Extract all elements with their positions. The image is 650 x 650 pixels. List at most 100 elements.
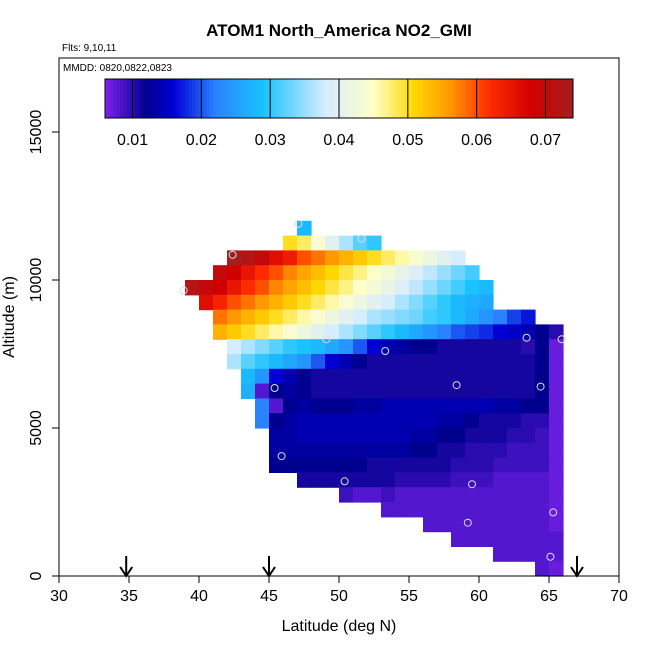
heatmap-cell bbox=[395, 472, 410, 488]
heatmap-cell bbox=[381, 280, 396, 296]
heatmap-cell bbox=[507, 457, 522, 473]
heatmap-cell bbox=[255, 309, 270, 325]
heatmap-cell bbox=[465, 309, 480, 325]
colorbar-segment bbox=[504, 79, 508, 118]
colorbar-segment bbox=[246, 79, 250, 118]
heatmap-cell bbox=[381, 502, 396, 518]
heatmap-cell bbox=[367, 428, 382, 444]
colorbar-segment bbox=[195, 79, 199, 118]
heatmap-cell bbox=[521, 516, 536, 533]
heatmap-cell bbox=[199, 280, 214, 296]
heatmap-cell bbox=[381, 442, 396, 459]
colorbar-segment bbox=[564, 79, 568, 118]
heatmap-cell bbox=[339, 339, 354, 355]
heatmap-cell bbox=[297, 413, 312, 429]
colorbar-segment bbox=[543, 79, 547, 118]
heatmap-cell bbox=[521, 502, 536, 518]
sample-marker bbox=[381, 347, 390, 355]
heatmap-cell bbox=[339, 383, 354, 399]
heatmap-cell bbox=[409, 428, 424, 444]
colorbar-segment bbox=[138, 79, 142, 118]
heatmap-cell bbox=[353, 265, 368, 281]
x-tick-label: 65 bbox=[540, 588, 558, 605]
colorbar-segment bbox=[273, 79, 277, 118]
sample-marker bbox=[322, 335, 331, 344]
heatmap-cell bbox=[381, 413, 396, 429]
heatmap-cell bbox=[507, 531, 522, 547]
heatmap-cell bbox=[521, 472, 536, 488]
heatmap-cell bbox=[241, 354, 256, 370]
sample-marker bbox=[463, 518, 472, 527]
colorbar-segment bbox=[516, 79, 520, 118]
sample-marker bbox=[546, 552, 555, 561]
heatmap-cell bbox=[255, 339, 270, 355]
heatmap-cell bbox=[549, 502, 564, 518]
heatmap-cell bbox=[297, 324, 312, 340]
heatmap-cell bbox=[465, 368, 480, 385]
colorbar-segment bbox=[114, 79, 118, 118]
heatmap-cell bbox=[353, 250, 368, 266]
colorbar-segment bbox=[528, 79, 532, 118]
heatmap-cell bbox=[325, 294, 340, 311]
heatmap-cell bbox=[479, 368, 494, 385]
heatmap-cell bbox=[451, 309, 466, 325]
colorbar-segment bbox=[234, 79, 238, 118]
heatmap-cell bbox=[465, 428, 480, 444]
heatmap-cell bbox=[339, 294, 354, 311]
colorbar-segment bbox=[237, 79, 241, 118]
heatmap-cell bbox=[199, 294, 214, 311]
heatmap-cell bbox=[507, 413, 522, 429]
colorbar-segment bbox=[144, 79, 148, 118]
colorbar-segment bbox=[228, 79, 232, 118]
colorbar-segment bbox=[477, 79, 481, 118]
heatmap-cell bbox=[367, 383, 382, 399]
colorbar-segment bbox=[258, 79, 262, 118]
heatmap-cell bbox=[325, 280, 340, 296]
heatmap-cell bbox=[381, 428, 396, 444]
heatmap-cell bbox=[437, 294, 452, 311]
heatmap-cell bbox=[423, 280, 438, 296]
heatmap-cell bbox=[367, 472, 382, 488]
heatmap-cell bbox=[451, 368, 466, 385]
colorbar-segment bbox=[480, 79, 484, 118]
colorbar-segment bbox=[267, 79, 271, 118]
heatmap-cell bbox=[311, 280, 326, 296]
heatmap-cell bbox=[535, 546, 550, 562]
heatmap-cell bbox=[549, 457, 564, 473]
heatmap-cell bbox=[465, 354, 480, 370]
sample-marker bbox=[294, 219, 303, 228]
heatmap-cell bbox=[535, 442, 550, 459]
colorbar-segment bbox=[306, 79, 310, 118]
heatmap-cell bbox=[241, 294, 256, 311]
heatmap-cell bbox=[283, 428, 298, 444]
heatmap-cell bbox=[409, 324, 424, 340]
heatmap-cell bbox=[269, 339, 284, 355]
colorbar-segment bbox=[252, 79, 256, 118]
heatmap-cell bbox=[269, 294, 284, 311]
heatmap-cell bbox=[269, 250, 284, 266]
heatmap-cell bbox=[227, 354, 242, 370]
heatmap-cell bbox=[367, 250, 382, 266]
heatmap-cell bbox=[297, 280, 312, 296]
colorbar-segment bbox=[171, 79, 175, 118]
heatmap-cell bbox=[549, 428, 564, 444]
heatmap-cell bbox=[465, 413, 480, 429]
heatmap-cell bbox=[353, 294, 368, 311]
colorbar-segment bbox=[489, 79, 493, 118]
colorbar-segment bbox=[333, 79, 337, 118]
colorbar-segment bbox=[405, 79, 409, 118]
heatmap-cell bbox=[465, 516, 480, 533]
colorbar-segment bbox=[219, 79, 223, 118]
heatmap-cell bbox=[535, 487, 550, 503]
heatmap-cell bbox=[549, 368, 564, 385]
heatmap-cell bbox=[255, 398, 270, 414]
heatmap-cell bbox=[367, 235, 382, 251]
heatmap-cell bbox=[409, 339, 424, 355]
heatmap-cell bbox=[367, 457, 382, 473]
heatmap-cell bbox=[507, 487, 522, 503]
heatmap-cell bbox=[311, 265, 326, 281]
heatmap-cell bbox=[227, 265, 242, 281]
heatmap-cell bbox=[423, 368, 438, 385]
heatmap-cell bbox=[353, 457, 368, 473]
heatmap-cell bbox=[255, 294, 270, 311]
